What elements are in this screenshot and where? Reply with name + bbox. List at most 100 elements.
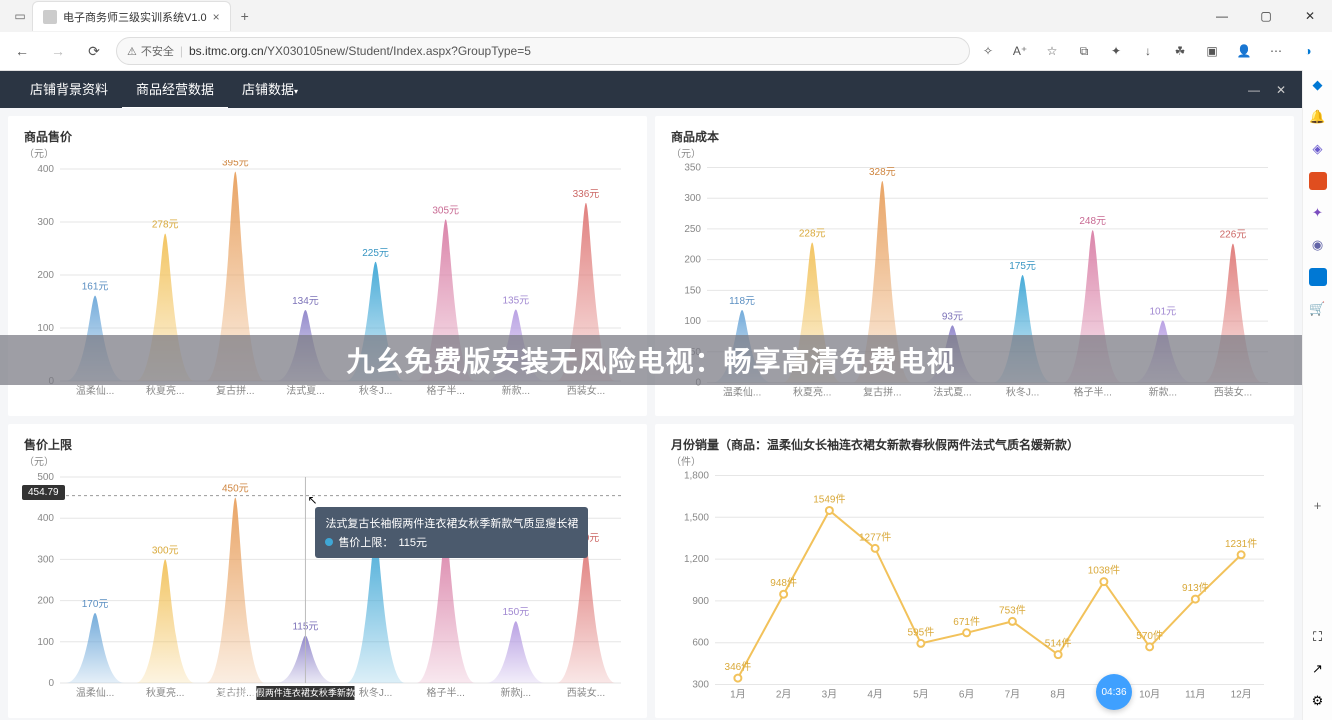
svg-text:秋夏亮...: 秋夏亮...: [146, 384, 184, 397]
svg-text:温柔仙...: 温柔仙...: [76, 384, 114, 397]
close-icon[interactable]: ×: [213, 10, 220, 24]
svg-text:225元: 225元: [362, 248, 389, 259]
svg-text:175元: 175元: [1009, 261, 1036, 272]
svg-text:913件: 913件: [1182, 582, 1209, 594]
collections-icon[interactable]: ⧉: [1074, 41, 1094, 61]
svg-text:226元: 226元: [1220, 230, 1247, 241]
svg-text:新款...: 新款...: [1149, 386, 1177, 399]
svg-text:400: 400: [37, 164, 54, 175]
svg-text:7月: 7月: [1005, 689, 1021, 701]
cursor-icon: ↖: [307, 493, 317, 507]
chart-unit: （元）: [671, 145, 1278, 160]
svg-text:法式夏...: 法式夏...: [286, 384, 324, 397]
svg-text:6月: 6月: [959, 689, 975, 701]
new-tab-button[interactable]: +: [231, 8, 259, 24]
chat-icon[interactable]: ◆: [1309, 76, 1327, 94]
shop-icon[interactable]: [1309, 172, 1327, 190]
back-button[interactable]: ←: [8, 37, 36, 65]
svg-text:10月: 10月: [1139, 689, 1160, 701]
svg-text:278元: 278元: [152, 220, 179, 231]
svg-text:93元: 93元: [942, 311, 963, 322]
refresh-button[interactable]: ⟳: [80, 37, 108, 65]
url-field[interactable]: ⚠ 不安全 | bs.itmc.org.cn/YX030105new/Stude…: [116, 37, 970, 65]
magic-icon[interactable]: ✧: [978, 41, 998, 61]
bell-icon[interactable]: 🔔: [1309, 108, 1327, 126]
chart-title: 商品售价: [24, 128, 631, 145]
screenshot-icon[interactable]: ⛶: [1309, 628, 1327, 646]
svg-text:300: 300: [684, 193, 701, 204]
settings-icon[interactable]: ⚙: [1309, 692, 1327, 710]
close-window-button[interactable]: ✕: [1288, 0, 1332, 32]
chart-title: 售价上限: [24, 436, 631, 453]
panel-price-cap: 售价上限 （元） 0100200300400500170元温柔仙...300元秋…: [8, 424, 647, 718]
profile-icon[interactable]: 👤: [1234, 41, 1254, 61]
svg-text:395元: 395元: [222, 160, 249, 169]
svg-text:170元: 170元: [82, 599, 109, 610]
svg-text:595件: 595件: [908, 626, 935, 638]
timer-badge[interactable]: 04:36: [1096, 674, 1132, 710]
cap-chart[interactable]: 0100200300400500170元温柔仙...300元秋夏亮...450元…: [24, 468, 631, 710]
svg-text:新款j...: 新款j...: [501, 686, 532, 699]
url-host: bs.itmc.org.cn: [189, 44, 264, 58]
svg-text:346件: 346件: [725, 661, 752, 673]
svg-text:西装女...: 西装女...: [567, 384, 605, 397]
svg-text:753件: 753件: [999, 604, 1026, 616]
read-aloud-icon[interactable]: A⁺: [1010, 41, 1030, 61]
browser-tabs-icon[interactable]: ▭: [8, 9, 32, 23]
maximize-button[interactable]: ▢: [1244, 0, 1288, 32]
menu-product-data[interactable]: 商品经营数据: [122, 71, 228, 109]
panel-monthly-sales: 月份销量（商品：温柔仙女长袖连衣裙女新款春秋假两件法式气质名媛新款） （件） 3…: [655, 424, 1294, 718]
svg-text:4月: 4月: [867, 689, 883, 701]
chart-tooltip: 法式复古长袖假两件连衣裙女秋季新款气质显瘦长裙 售价上限：115元: [315, 507, 588, 558]
svg-text:134元: 134元: [292, 296, 319, 307]
svg-text:948件: 948件: [770, 577, 797, 589]
svg-text:514件: 514件: [1045, 638, 1072, 650]
performance-icon[interactable]: ☘: [1170, 41, 1190, 61]
tag-icon[interactable]: ◈: [1309, 140, 1327, 158]
more-icon[interactable]: ⋯: [1266, 41, 1286, 61]
address-bar: ← → ⟳ ⚠ 不安全 | bs.itmc.org.cn/YX030105new…: [0, 32, 1332, 70]
panel-close-icon[interactable]: ✕: [1276, 83, 1286, 97]
svg-text:秋冬J...: 秋冬J...: [1006, 386, 1039, 399]
svg-text:100: 100: [37, 637, 54, 648]
svg-text:570件: 570件: [1136, 630, 1163, 642]
cart-icon[interactable]: 🛒: [1309, 300, 1327, 318]
copilot-icon[interactable]: ◑: [1298, 41, 1318, 61]
outlook-icon[interactable]: [1309, 268, 1327, 286]
add-tool-icon[interactable]: +: [1309, 496, 1327, 514]
browser-tab[interactable]: 电子商务师三级实训系统V1.0 ×: [32, 1, 231, 31]
svg-text:200: 200: [37, 270, 54, 281]
svg-text:400: 400: [37, 513, 54, 524]
sparkle-icon[interactable]: ✦: [1309, 204, 1327, 222]
axis-tooltip: 454.79: [22, 485, 65, 500]
forward-button[interactable]: →: [44, 37, 72, 65]
extensions-icon[interactable]: ✦: [1106, 41, 1126, 61]
menu-store-data[interactable]: 店铺数据▾: [228, 71, 312, 109]
svg-text:0: 0: [48, 678, 54, 689]
svg-text:8月: 8月: [1050, 689, 1066, 701]
app-icon[interactable]: ▣: [1202, 41, 1222, 61]
svg-text:1277件: 1277件: [859, 531, 891, 543]
share-icon[interactable]: ↗: [1309, 660, 1327, 678]
svg-text:250: 250: [684, 224, 701, 235]
svg-text:秋冬J...: 秋冬J...: [359, 686, 392, 699]
svg-text:1549件: 1549件: [813, 493, 845, 505]
menu-background[interactable]: 店铺背景资料: [16, 71, 122, 109]
sales-chart[interactable]: 3006009001,2001,5001,800346件1月948件2月1549…: [671, 468, 1278, 710]
downloads-icon[interactable]: ↓: [1138, 41, 1158, 61]
svg-text:100: 100: [684, 316, 701, 327]
svg-text:1,800: 1,800: [684, 471, 709, 482]
minimize-button[interactable]: —: [1200, 0, 1244, 32]
svg-text:5月: 5月: [913, 689, 929, 701]
insecure-icon: ⚠ 不安全: [127, 43, 174, 59]
svg-text:法式夏...: 法式夏...: [933, 386, 971, 399]
svg-text:1,500: 1,500: [684, 512, 709, 523]
overlay-banner: 九幺免费版安装无风险电视：畅享高清免费电视: [0, 335, 1302, 385]
favorite-icon[interactable]: ☆: [1042, 41, 1062, 61]
panel-minimize-icon[interactable]: —: [1248, 83, 1260, 97]
favicon-icon: [43, 10, 57, 24]
svg-text:1月: 1月: [730, 689, 746, 701]
chart-unit: （件）: [671, 453, 1278, 468]
svg-text:200: 200: [37, 596, 54, 607]
office-icon[interactable]: ◉: [1309, 236, 1327, 254]
